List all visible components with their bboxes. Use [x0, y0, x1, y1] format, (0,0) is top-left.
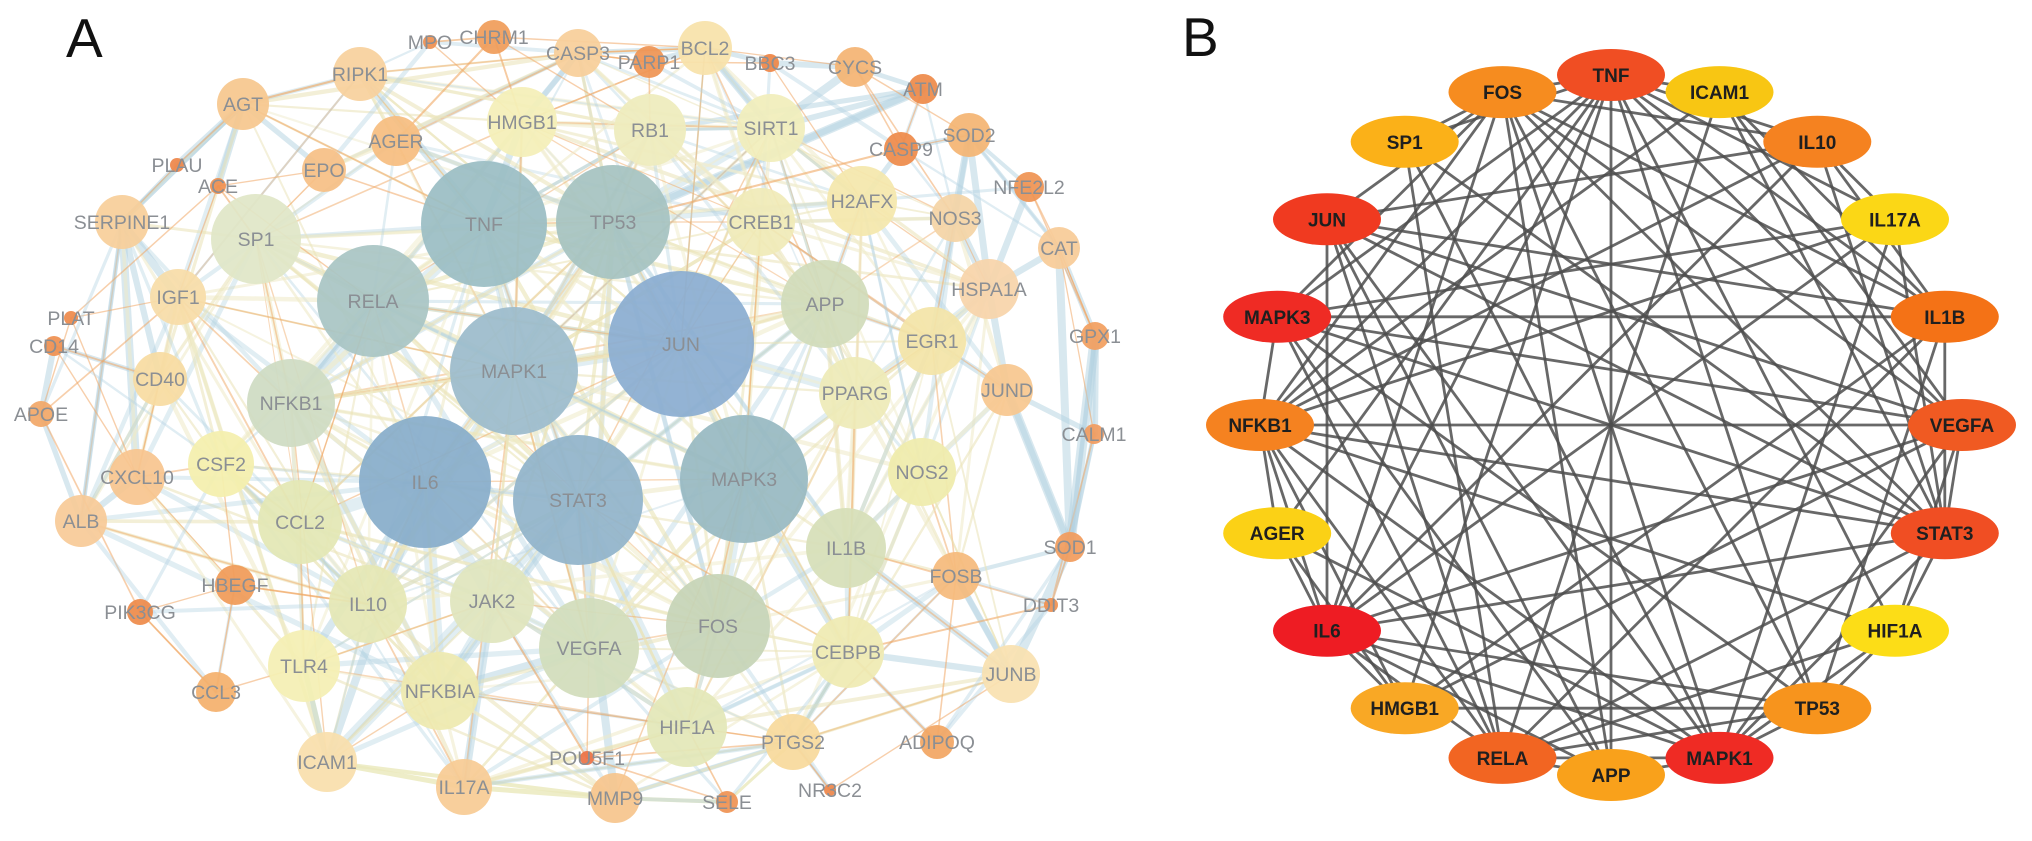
svg-text:IL10: IL10: [349, 594, 387, 616]
svg-text:TNF: TNF: [465, 214, 503, 236]
svg-text:VEGFA: VEGFA: [1930, 416, 1995, 437]
svg-text:H2AFX: H2AFX: [831, 191, 894, 213]
svg-text:PARP1: PARP1: [618, 52, 681, 74]
svg-text:NFKB1: NFKB1: [260, 393, 323, 415]
svg-text:IL10: IL10: [1798, 133, 1836, 154]
svg-text:CAT: CAT: [1040, 238, 1078, 260]
svg-text:MAPK1: MAPK1: [481, 361, 547, 383]
svg-text:HSPA1A: HSPA1A: [951, 279, 1027, 301]
svg-text:HMGB1: HMGB1: [487, 112, 556, 134]
svg-text:TNF: TNF: [1593, 66, 1630, 87]
svg-text:EPO: EPO: [303, 160, 344, 182]
svg-text:BBC3: BBC3: [745, 53, 796, 75]
svg-text:ACE: ACE: [198, 176, 238, 198]
svg-text:STAT3: STAT3: [549, 490, 607, 512]
svg-text:GPX1: GPX1: [1069, 326, 1121, 348]
svg-text:CSF2: CSF2: [196, 454, 246, 476]
svg-text:ATM: ATM: [903, 79, 943, 101]
svg-text:IL6: IL6: [411, 472, 438, 494]
svg-text:MMP9: MMP9: [587, 788, 643, 810]
svg-text:IL1B: IL1B: [826, 538, 866, 560]
svg-text:PTGS2: PTGS2: [761, 732, 825, 754]
svg-text:CYCS: CYCS: [828, 57, 882, 79]
svg-text:IGF1: IGF1: [156, 287, 199, 309]
svg-text:DDIT3: DDIT3: [1023, 595, 1079, 617]
svg-text:JUN: JUN: [662, 334, 700, 356]
svg-text:AGER: AGER: [1250, 524, 1305, 545]
svg-text:SELE: SELE: [702, 792, 752, 814]
svg-text:TP53: TP53: [590, 212, 637, 234]
svg-text:SERPINE1: SERPINE1: [74, 212, 170, 234]
svg-text:PPARG: PPARG: [822, 383, 889, 405]
svg-text:TLR4: TLR4: [280, 656, 328, 678]
svg-text:FOS: FOS: [1483, 83, 1522, 104]
svg-text:NOS2: NOS2: [895, 462, 948, 484]
svg-text:NOS3: NOS3: [928, 208, 981, 230]
svg-text:SP1: SP1: [238, 229, 275, 251]
svg-text:NFKBIA: NFKBIA: [405, 681, 475, 703]
svg-text:HIF1A: HIF1A: [659, 717, 714, 739]
svg-text:CXCL10: CXCL10: [100, 467, 174, 489]
svg-text:SIRT1: SIRT1: [744, 118, 799, 140]
svg-text:PLAU: PLAU: [152, 155, 203, 177]
svg-text:PLAT: PLAT: [47, 308, 94, 330]
svg-text:FOSB: FOSB: [929, 566, 982, 588]
svg-text:MPO: MPO: [408, 32, 452, 54]
svg-text:SOD1: SOD1: [1043, 537, 1096, 559]
svg-text:VEGFA: VEGFA: [556, 638, 621, 660]
svg-text:NFKB1: NFKB1: [1228, 416, 1292, 437]
svg-text:RELA: RELA: [348, 291, 399, 313]
svg-text:CD14: CD14: [29, 336, 79, 358]
svg-text:NFE2L2: NFE2L2: [993, 177, 1065, 199]
svg-text:HIF1A: HIF1A: [1868, 622, 1923, 643]
svg-text:POU5F1: POU5F1: [549, 748, 625, 770]
svg-text:CALM1: CALM1: [1061, 424, 1126, 446]
svg-text:JUN: JUN: [1308, 210, 1346, 231]
svg-text:B: B: [1182, 6, 1219, 68]
svg-text:A: A: [66, 7, 103, 69]
svg-text:AGER: AGER: [368, 131, 423, 153]
svg-text:JAK2: JAK2: [469, 591, 516, 613]
svg-text:AGT: AGT: [223, 94, 263, 116]
svg-text:HMGB1: HMGB1: [1370, 699, 1439, 720]
svg-text:SP1: SP1: [1387, 133, 1423, 154]
svg-text:BCL2: BCL2: [681, 38, 730, 60]
svg-text:APP: APP: [805, 294, 844, 316]
svg-text:EGR1: EGR1: [905, 331, 958, 353]
svg-text:CCL2: CCL2: [275, 512, 325, 534]
svg-text:IL17A: IL17A: [1869, 210, 1921, 231]
svg-text:PIK3CG: PIK3CG: [104, 602, 176, 624]
svg-text:CEBPB: CEBPB: [815, 642, 881, 664]
svg-text:ICAM1: ICAM1: [297, 752, 357, 774]
svg-text:TP53: TP53: [1795, 699, 1840, 720]
svg-text:MAPK1: MAPK1: [1686, 749, 1753, 770]
svg-text:JUND: JUND: [981, 380, 1033, 402]
svg-text:ALB: ALB: [63, 511, 100, 533]
svg-text:SOD2: SOD2: [942, 125, 995, 147]
svg-text:RELA: RELA: [1477, 749, 1529, 770]
svg-text:ICAM1: ICAM1: [1690, 83, 1750, 104]
svg-text:CHRM1: CHRM1: [459, 27, 528, 49]
svg-text:ADIPOQ: ADIPOQ: [899, 732, 975, 754]
svg-text:CCL3: CCL3: [191, 682, 241, 704]
svg-text:IL17A: IL17A: [439, 777, 490, 799]
svg-text:CASP3: CASP3: [546, 43, 610, 65]
svg-text:FOS: FOS: [698, 616, 738, 638]
svg-text:STAT3: STAT3: [1916, 524, 1973, 545]
svg-text:APOE: APOE: [14, 404, 68, 426]
svg-text:RIPK1: RIPK1: [332, 64, 388, 86]
svg-text:IL6: IL6: [1313, 622, 1340, 643]
svg-text:IL1B: IL1B: [1924, 308, 1965, 329]
svg-text:APP: APP: [1591, 766, 1630, 787]
svg-text:CD40: CD40: [135, 369, 185, 391]
svg-text:CASP9: CASP9: [869, 139, 933, 161]
svg-text:RB1: RB1: [631, 120, 669, 142]
svg-text:JUNB: JUNB: [986, 664, 1037, 686]
svg-text:MAPK3: MAPK3: [1244, 308, 1311, 329]
svg-text:CREB1: CREB1: [728, 212, 793, 234]
svg-text:NR3C2: NR3C2: [798, 780, 862, 802]
svg-text:HBEGF: HBEGF: [201, 575, 268, 597]
svg-text:MAPK3: MAPK3: [711, 469, 777, 491]
